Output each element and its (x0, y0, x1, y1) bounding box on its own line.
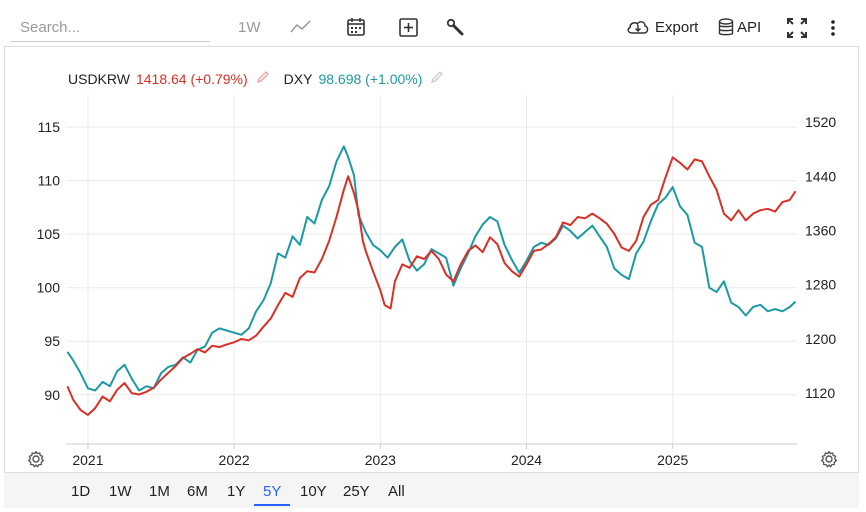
wrench-icon[interactable] (446, 18, 465, 42)
database-icon (718, 18, 734, 36)
range-1d[interactable]: 1D (71, 483, 91, 500)
api-label: API (737, 19, 762, 36)
export-button[interactable]: Export (626, 18, 698, 36)
range-1w[interactable]: 1W (109, 483, 132, 500)
range-1y[interactable]: 1Y (227, 483, 246, 500)
range-5y[interactable]: 5Y (263, 483, 282, 500)
edit-usdkrw-pencil-icon[interactable] (256, 70, 270, 87)
chart-frame (4, 46, 859, 507)
toolbar: 1W Export API (0, 0, 866, 52)
more-vert-icon[interactable] (830, 19, 836, 42)
search-input[interactable] (10, 14, 210, 42)
fullscreen-icon[interactable] (787, 18, 807, 43)
range-6m[interactable]: 6M (187, 483, 208, 500)
interval-selector[interactable]: 1W (238, 19, 261, 36)
api-button[interactable]: API (718, 18, 761, 37)
range-25y[interactable]: 25Y (343, 483, 370, 500)
line-chart-icon[interactable] (290, 18, 312, 41)
legend-symbol-dxy[interactable]: DXY (283, 70, 313, 87)
legend-value-dxy: 98.698 (+1.00%) (318, 70, 423, 87)
legend-value-usdkrw: 1418.64 (+0.79%) (135, 70, 248, 87)
range-selector: 1D 1W 1M 6M 1Y 5Y 10Y 25Y All (4, 472, 859, 508)
range-1m[interactable]: 1M (149, 483, 170, 500)
active-range-underline (254, 504, 290, 506)
add-indicator-icon[interactable] (399, 18, 418, 42)
export-label: Export (655, 18, 699, 36)
chart-legend: USDKRW 1418.64 (+0.79%) DXY 98.698 (+1.0… (68, 70, 452, 87)
range-10y[interactable]: 10Y (300, 483, 327, 500)
right-axis-settings-gear-icon[interactable] (820, 450, 838, 473)
cloud-download-icon (627, 21, 649, 34)
legend-symbol-usdkrw[interactable]: USDKRW (68, 70, 130, 87)
left-axis-settings-gear-icon[interactable] (27, 450, 45, 473)
range-all[interactable]: All (388, 483, 405, 500)
calendar-icon[interactable] (346, 17, 366, 42)
edit-dxy-pencil-icon[interactable] (430, 70, 444, 87)
